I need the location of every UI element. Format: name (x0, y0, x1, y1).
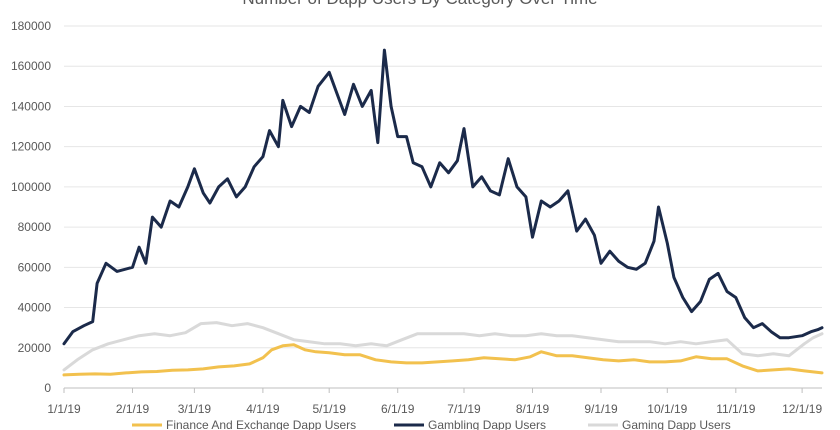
legend: Finance And Exchange Dapp Users Gambling … (132, 418, 731, 430)
y-tick-label: 80000 (18, 220, 52, 234)
x-tick-label: 11/1/19 (716, 402, 755, 416)
legend-label: Gambling Dapp Users (428, 418, 546, 430)
x-tick-label: 6/1/19 (381, 402, 415, 416)
series-line-0 (62, 343, 824, 377)
x-tick-label: 2/1/19 (116, 402, 150, 416)
x-tick-label: 12/1/19 (782, 402, 822, 416)
y-axis-ticks: 0 20000 40000 60000 80000 100000 120000 140000 1… (11, 19, 51, 395)
y-tick-label: 0 (44, 381, 51, 395)
series-line-2 (62, 321, 824, 372)
series-lines (62, 48, 824, 377)
x-tick-label: 7/1/19 (447, 402, 481, 416)
y-tick-label: 100000 (11, 180, 51, 194)
x-tick-label: 4/1/19 (246, 402, 280, 416)
y-tick-label: 40000 (18, 301, 52, 315)
series-line-1 (62, 48, 824, 346)
legend-label: Finance And Exchange Dapp Users (166, 418, 356, 430)
y-tick-label: 180000 (11, 19, 51, 33)
y-tick-label: 160000 (11, 59, 51, 73)
y-tick-label: 120000 (11, 140, 51, 154)
gridlines (64, 25, 822, 389)
x-tick-label: 1/1/19 (47, 402, 81, 416)
legend-label: Gaming Dapp Users (622, 418, 731, 430)
y-tick-label: 20000 (18, 341, 52, 355)
y-tick-label: 140000 (11, 99, 51, 113)
x-tick-label: 5/1/19 (313, 402, 347, 416)
x-tick-label: 10/1/19 (647, 402, 687, 416)
x-tick-label: 8/1/19 (516, 402, 550, 416)
x-axis-ticks: 1/1/19 2/1/19 3/1/19 4/1/19 5/1/19 6/1/19 7/1/… (47, 388, 822, 416)
y-tick-label: 60000 (18, 260, 52, 274)
x-tick-label: 3/1/19 (178, 402, 212, 416)
chart-title: Number of Dapp Users By Category Over Ti… (242, 0, 597, 8)
x-tick-label: 9/1/19 (584, 402, 618, 416)
